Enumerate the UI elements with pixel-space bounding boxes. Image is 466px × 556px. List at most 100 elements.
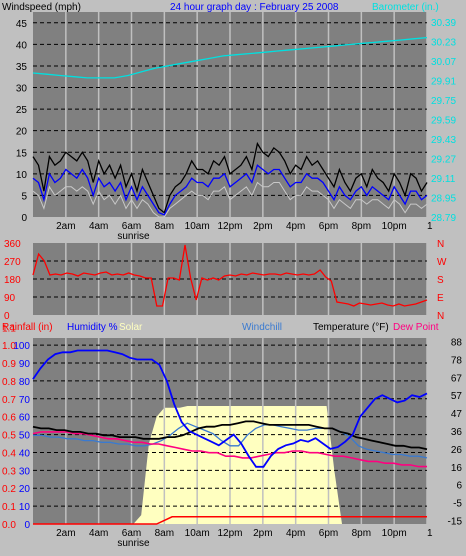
- temperature-tick-label: 57: [451, 391, 463, 402]
- barometer-tick-label: 28.79: [431, 213, 456, 224]
- x-tick-label: 8am: [155, 528, 174, 539]
- rainfall-tick-label: 1.1: [2, 323, 16, 334]
- windspeed-tick-label: 30: [16, 84, 28, 95]
- windspeed-tick-label: 15: [16, 148, 28, 159]
- compass-label: N: [437, 239, 444, 250]
- barometer-tick-label: 29.43: [431, 135, 456, 146]
- windspeed-tick-label: 10: [16, 170, 28, 181]
- rainfall-tick-label: 0.7: [2, 395, 16, 406]
- windspeed-label: Windspeed (mph): [2, 2, 81, 13]
- humidity-tick-label: 0: [24, 520, 30, 531]
- direction-tick-label: 0: [4, 311, 10, 322]
- humidity-tick-label: 30: [19, 466, 31, 477]
- x-tick-label: 2am: [56, 221, 75, 232]
- temp-humidity-gridlines: [33, 338, 428, 524]
- compass-label: W: [437, 257, 447, 268]
- temperature-tick-label: 6: [456, 481, 462, 492]
- dew-point-label: Dew Point: [393, 322, 439, 333]
- barometer-tick-label: 28.95: [431, 193, 456, 204]
- sunrise-label: sunrise: [117, 231, 150, 242]
- rainfall-tick-label: 0.8: [2, 377, 16, 388]
- barometer-tick-label: 30.23: [431, 37, 456, 48]
- windspeed-tick-label: 5: [21, 191, 27, 202]
- temp-humidity-axis-labels: 0.0 0.1 0.2 0.3 0.4 0.5 0.6 0.7 0.8 0.9 1.0 1.1 0 10 2…: [2, 323, 462, 549]
- wind-direction-line: [32, 244, 428, 307]
- temperature-tick-label: 88: [451, 338, 463, 349]
- humidity-tick-label: 100: [13, 341, 30, 352]
- humidity-line: [32, 349, 428, 468]
- x-tick-label: 10am: [185, 221, 210, 232]
- compass-label: N: [437, 311, 444, 322]
- humidity-tick-label: 40: [19, 448, 31, 459]
- windspeed-tick-label: 35: [16, 62, 28, 73]
- x-tick-label: 8pm: [352, 528, 371, 539]
- windspeed-tick-label: 45: [16, 19, 28, 30]
- x-tick-label: 4am: [89, 221, 108, 232]
- wind-average-line: [32, 164, 428, 216]
- rainfall-tick-label: 0.1: [2, 502, 16, 513]
- wind-low-line: [32, 181, 428, 218]
- rainfall-tick-label: 0.4: [2, 448, 16, 459]
- barometer-tick-label: 30.39: [431, 18, 456, 29]
- x-tick-label: 4pm: [286, 221, 305, 232]
- temperature-tick-label: -5: [453, 499, 462, 510]
- x-tick-label: 1: [427, 528, 433, 539]
- rainfall-tick-label: 0.6: [2, 413, 16, 424]
- x-tick-label: 2pm: [253, 528, 272, 539]
- x-tick-label: 12pm: [217, 221, 242, 232]
- temp-humidity-series: [32, 349, 428, 525]
- direction-tick-label: 270: [4, 257, 21, 268]
- humidity-label: Humidity %: [67, 322, 118, 333]
- temperature-tick-label: 36: [451, 427, 463, 438]
- dew-point-line: [32, 431, 427, 468]
- barometer-tick-label: 29.27: [431, 154, 456, 165]
- wind-baro-series: [32, 36, 428, 218]
- temperature-tick-label: 47: [451, 409, 463, 420]
- direction-tick-label: 180: [4, 275, 21, 286]
- temperature-tick-label: 26: [451, 445, 463, 456]
- wind-gust-line: [32, 141, 428, 214]
- x-tick-label: 6pm: [319, 221, 338, 232]
- x-tick-label: 4pm: [286, 528, 305, 539]
- barometer-tick-label: 29.91: [431, 76, 456, 87]
- humidity-tick-label: 10: [19, 502, 31, 513]
- x-tick-label: 10pm: [382, 221, 407, 232]
- barometer-tick-label: 29.11: [431, 174, 456, 185]
- windspeed-tick-label: 0: [21, 213, 27, 224]
- windspeed-tick-label: 40: [16, 40, 28, 51]
- barometer-tick-label: 29.75: [431, 96, 456, 107]
- barometer-label: Barometer (in.): [372, 2, 439, 13]
- humidity-tick-label: 60: [19, 413, 31, 424]
- temperature-tick-label: 67: [451, 373, 463, 384]
- rainfall-label: Rainfall (in): [2, 322, 53, 333]
- temperature-label: Temperature (°F): [313, 322, 389, 333]
- rainfall-tick-label: 0.5: [2, 431, 16, 442]
- x-tick-label: 10am: [185, 528, 210, 539]
- windchill-line: [33, 422, 428, 459]
- direction-tick-label: 90: [4, 293, 16, 304]
- x-tick-label: 8am: [155, 221, 174, 232]
- x-tick-label: 6pm: [319, 528, 338, 539]
- windspeed-tick-label: 20: [16, 127, 28, 138]
- barometer-tick-label: 30.07: [431, 57, 456, 68]
- barometer-tick-label: 29.59: [431, 115, 456, 126]
- temperature-tick-label: 78: [451, 355, 463, 366]
- rainfall-tick-label: 0.9: [2, 359, 16, 370]
- wind-direction-series: [32, 244, 428, 307]
- humidity-tick-label: 90: [19, 359, 31, 370]
- rainfall-line: [33, 516, 427, 525]
- x-tick-label: 8pm: [352, 221, 371, 232]
- barometer-line: [32, 36, 428, 79]
- windchill-label: Windchill: [242, 322, 282, 333]
- rainfall-tick-label: 0.0: [2, 520, 16, 531]
- temperature-tick-label: -15: [448, 516, 463, 527]
- x-tick-label: 4am: [89, 528, 108, 539]
- temperature-tick-label: 16: [451, 463, 463, 474]
- windspeed-tick-label: 25: [16, 105, 28, 116]
- rainfall-tick-label: 0.3: [2, 466, 16, 477]
- rainfall-tick-label: 1.0: [2, 341, 16, 352]
- wind-direction-axis-labels: 360 N 270 W 180 S 90 E 0 N: [4, 239, 447, 322]
- humidity-tick-label: 20: [19, 484, 31, 495]
